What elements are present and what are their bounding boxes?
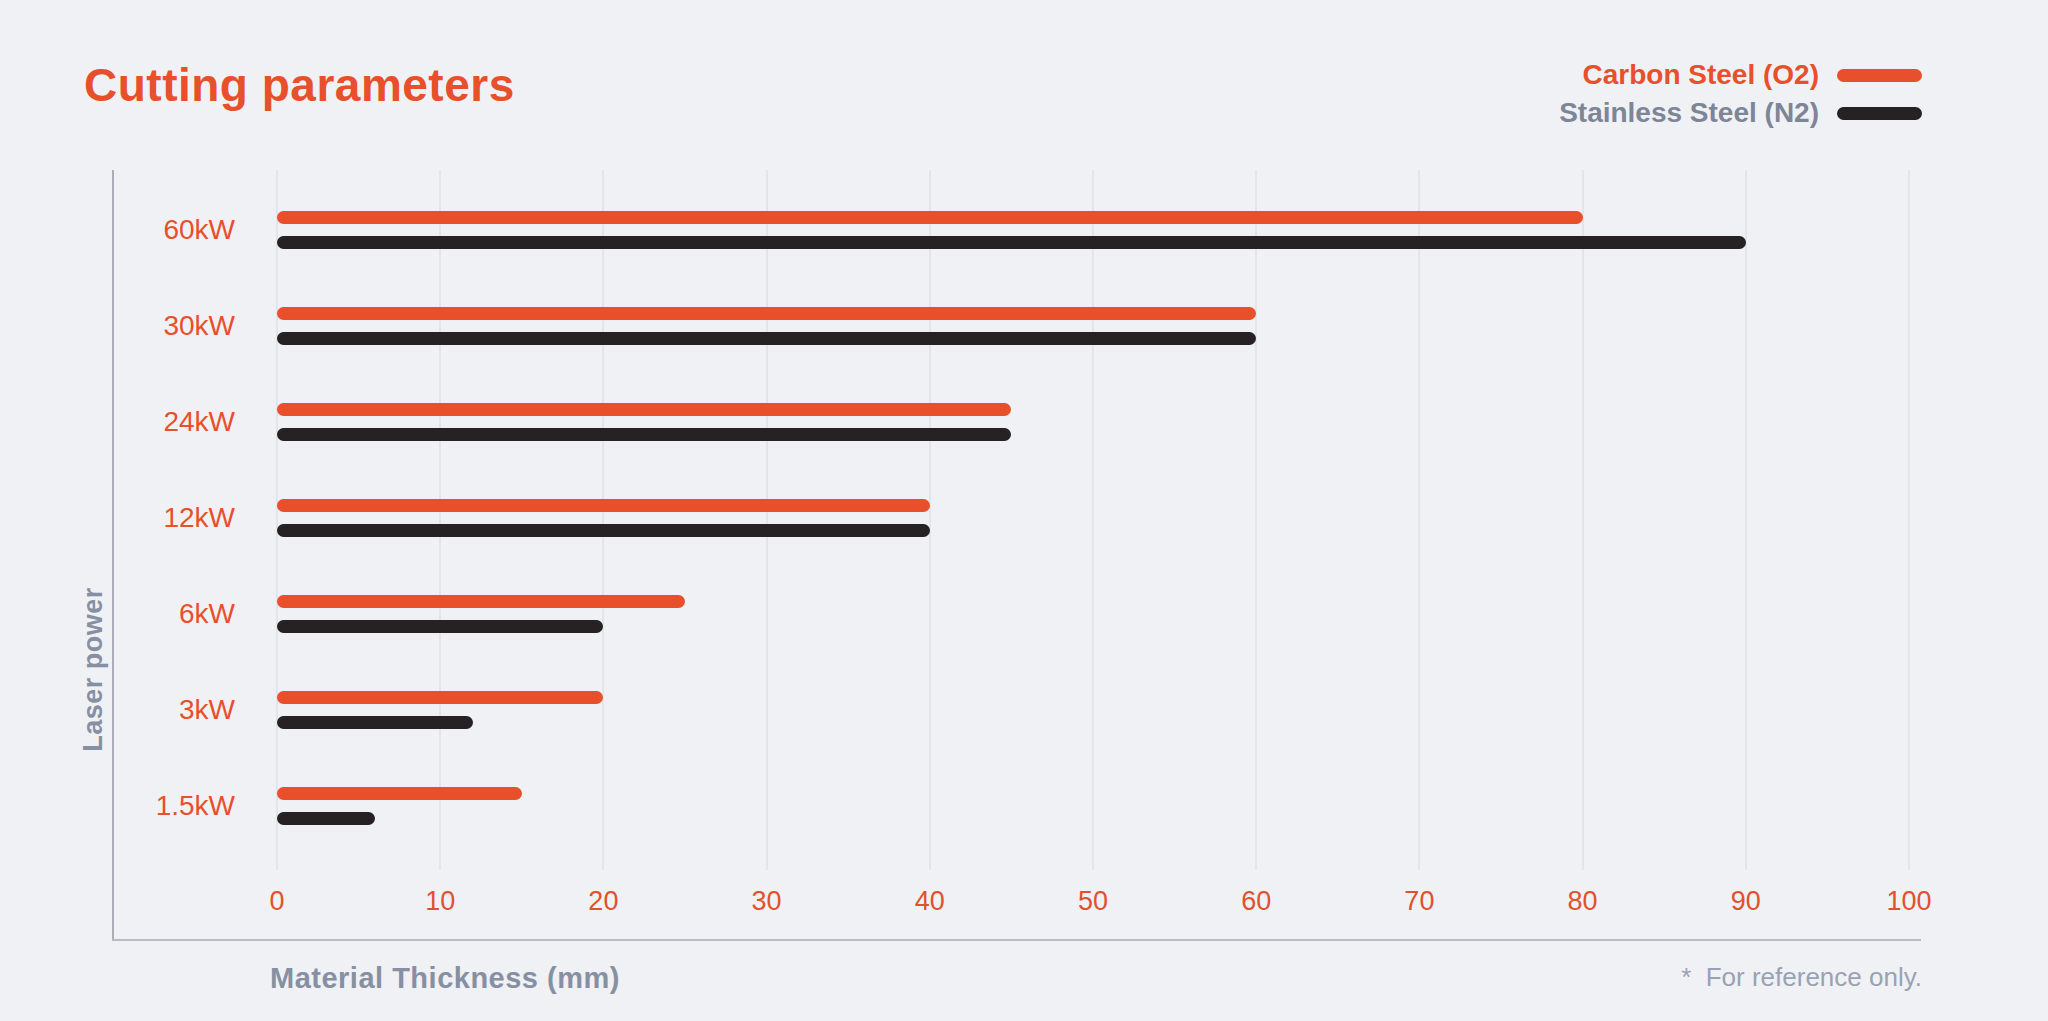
gridline [276,170,278,870]
bar-stainless-steel [277,716,473,729]
x-tick-label: 100 [1869,886,1949,917]
gridline [766,170,768,870]
gridline [1908,170,1910,870]
bar-carbon-steel [277,691,603,704]
x-tick-label: 60 [1216,886,1296,917]
bar-carbon-steel [277,499,930,512]
bar-stainless-steel [277,236,1746,249]
category-label: 12kW [60,498,235,538]
x-tick-label: 50 [1053,886,1133,917]
gridline [929,170,931,870]
x-tick-label: 10 [400,886,480,917]
bar-carbon-steel [277,787,522,800]
bar-carbon-steel [277,307,1256,320]
bar-carbon-steel [277,211,1583,224]
gridline [602,170,604,870]
x-tick-label: 20 [563,886,643,917]
bar-stainless-steel [277,812,375,825]
x-axis-label: Material Thickness (mm) [270,962,620,995]
x-tick-label: 80 [1543,886,1623,917]
x-tick-label: 90 [1706,886,1786,917]
category-label: 24kW [60,402,235,442]
bar-stainless-steel [277,428,1011,441]
gridline [1418,170,1420,870]
chart-canvas: Cutting parameters Carbon Steel (O2) Sta… [0,0,2048,1021]
y-axis-label: Laser power [78,535,109,805]
gridline [1582,170,1584,870]
footnote: * For reference only. [1681,962,1922,993]
x-axis-line [112,939,1921,941]
x-tick-label: 30 [727,886,807,917]
bar-stainless-steel [277,524,930,537]
category-label: 30kW [60,306,235,346]
x-tick-label: 40 [890,886,970,917]
gridline [1255,170,1257,870]
gridline [1092,170,1094,870]
bar-carbon-steel [277,595,685,608]
bar-stainless-steel [277,620,603,633]
x-tick-label: 70 [1379,886,1459,917]
category-label: 60kW [60,210,235,250]
x-tick-label: 0 [237,886,317,917]
plot-area: 010203040506070809010060kW30kW24kW12kW6k… [0,0,2048,1021]
gridline [1745,170,1747,870]
gridline [439,170,441,870]
bar-carbon-steel [277,403,1011,416]
bar-stainless-steel [277,332,1256,345]
